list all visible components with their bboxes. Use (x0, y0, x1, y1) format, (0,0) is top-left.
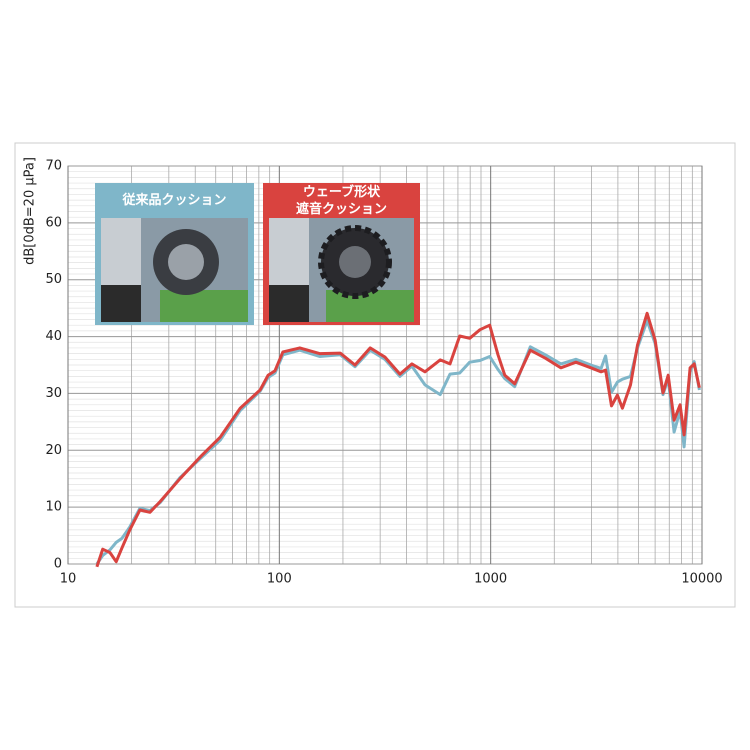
y-tick-label: 50 (45, 272, 62, 287)
series-line (95, 311, 701, 568)
x-tick-label: 1000 (474, 572, 507, 587)
legend-label: ウェーブ形状 遮音クッション (295, 185, 387, 217)
y-axis-label: dB[0dB=20 μPa] (23, 157, 38, 265)
legend-photo-blue (95, 183, 254, 325)
y-tick-label: 10 (45, 500, 62, 515)
legend-photo-red (263, 183, 420, 325)
legend-label: 従来品クッション (122, 193, 227, 208)
y-tick-label: 60 (45, 215, 62, 230)
y-tick-label: 0 (54, 557, 62, 572)
x-tick-label: 100 (267, 572, 292, 587)
y-tick-label: 70 (45, 159, 62, 174)
y-tick-label: 30 (45, 386, 62, 401)
y-tick-label: 40 (45, 329, 62, 344)
y-tick-label: 20 (45, 443, 62, 458)
x-tick-label: 10 (60, 572, 77, 587)
x-tick-label: 10000 (681, 572, 722, 587)
